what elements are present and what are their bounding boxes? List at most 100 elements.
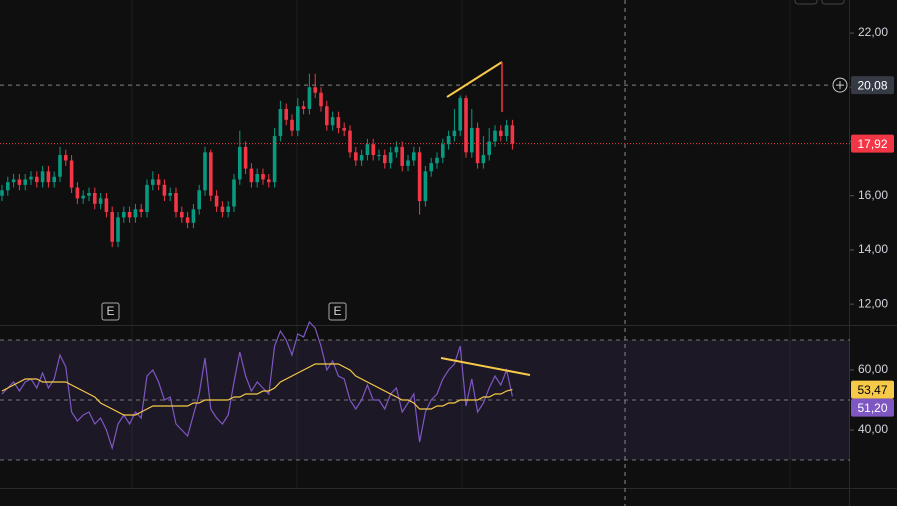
candle-body — [499, 130, 503, 137]
candle-body — [17, 179, 22, 185]
candle-body — [110, 211, 114, 242]
candle-body — [81, 195, 85, 199]
candle-body — [203, 152, 207, 191]
badge-bg — [851, 380, 894, 399]
candle-body — [243, 146, 248, 169]
candle-body — [220, 206, 225, 212]
candle-body — [6, 182, 10, 191]
candle-body — [330, 117, 335, 126]
drawn-trendline — [440, 357, 531, 376]
event-label: E — [333, 304, 341, 318]
candle-body — [359, 155, 364, 161]
candle-body — [191, 209, 196, 223]
drawn-trendline — [446, 61, 503, 98]
price-badge: 20,08 — [851, 76, 894, 95]
candle-body — [481, 155, 486, 164]
candle-body — [98, 198, 103, 204]
candle-body — [510, 125, 515, 144]
candle-body — [209, 152, 213, 196]
candle-body — [504, 125, 509, 137]
candle-body — [429, 163, 433, 172]
candle-body — [458, 98, 462, 131]
candle-body — [412, 152, 416, 161]
candle-body — [435, 157, 439, 164]
y-tick-label: 14,00 — [858, 242, 888, 256]
add-alert-icon — [836, 81, 844, 90]
candle-body — [441, 144, 445, 158]
candle-body — [278, 108, 283, 137]
candle-body — [69, 160, 74, 188]
candle-body — [296, 106, 300, 131]
y-tick-label: 12,00 — [858, 296, 888, 310]
candle-body — [406, 160, 410, 166]
series-line — [1, 363, 513, 416]
price-badge: 51,20 — [851, 398, 894, 417]
candle-body — [133, 209, 138, 218]
badge-bg — [851, 76, 894, 95]
event-marker[interactable]: E — [101, 302, 120, 321]
candle-body — [180, 211, 184, 218]
candle-body — [249, 168, 254, 183]
candle-body — [232, 179, 236, 207]
candle-body — [58, 155, 62, 177]
event-label: E — [106, 304, 114, 318]
y-tick-label: 40,00 — [858, 422, 888, 436]
candle-body — [46, 171, 51, 183]
add-alert-button[interactable] — [832, 77, 848, 93]
candle-body — [388, 152, 393, 164]
badge-label: 20,08 — [857, 78, 887, 92]
candle-body — [446, 136, 451, 145]
candle-body — [255, 174, 259, 183]
candle-body — [313, 87, 317, 93]
candle-body — [168, 192, 172, 196]
candle-body — [226, 206, 230, 212]
price-badge: 53,47 — [851, 380, 894, 399]
candle-body — [23, 179, 27, 185]
toolbar-button[interactable] — [794, 0, 818, 5]
candle-body — [122, 211, 126, 218]
candle-body — [272, 136, 277, 183]
badge-bg — [851, 134, 894, 153]
candle-body — [145, 184, 149, 212]
candle-body — [336, 117, 341, 128]
candle-body — [156, 179, 161, 185]
candle-body — [116, 217, 120, 242]
candle-body — [307, 87, 312, 109]
candle-body — [75, 187, 80, 199]
candle-body — [40, 171, 45, 183]
candle-body — [354, 152, 358, 161]
event-marker[interactable]: E — [328, 302, 347, 321]
candle-body — [475, 127, 480, 164]
candle-body — [319, 92, 323, 107]
candle-body — [464, 98, 468, 153]
candle-body — [35, 176, 39, 183]
toolbar-button[interactable] — [821, 0, 845, 5]
price-badge: 17,92 — [851, 134, 894, 153]
candle-body — [162, 184, 167, 196]
y-tick-label: 60,00 — [858, 362, 888, 376]
candle-body — [185, 217, 190, 223]
badge-bg — [851, 398, 894, 417]
y-tick-label: 16,00 — [858, 188, 888, 202]
candle-body — [104, 198, 109, 212]
candle-body — [127, 211, 132, 218]
candle-body — [400, 146, 404, 166]
candle-body — [261, 174, 265, 180]
candle-body — [377, 155, 381, 157]
badge-label: 53,47 — [857, 383, 887, 397]
candle-body — [29, 176, 33, 180]
candle-body — [64, 155, 68, 161]
candle-body — [383, 155, 387, 164]
candle-body — [93, 192, 97, 204]
grid — [131, 0, 791, 488]
candle-body — [301, 106, 306, 109]
candle-body — [470, 127, 474, 153]
candle-body — [11, 179, 16, 183]
y-tick-label: 22,00 — [858, 25, 888, 39]
candle-body — [151, 179, 155, 185]
candle-body — [267, 179, 271, 183]
candle-body — [452, 130, 457, 137]
